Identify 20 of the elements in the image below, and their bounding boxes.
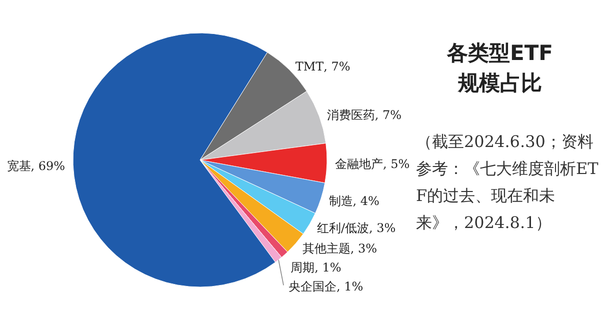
data-label: , 1% [336,279,364,294]
slice-label: 宽基 [6,159,31,174]
slice-label: 制造 [328,194,353,208]
data-label: , 1% [314,260,342,274]
text: 各类型ETF规模占比 [446,40,554,97]
data-label: , 7% [324,59,350,74]
slice-label: 消费医药 [326,108,375,122]
data-label: , 3% [350,241,378,256]
data-label: , 7% [374,108,402,122]
slice-label: 其他主题 [302,241,350,256]
slice-label: 央企国企 [288,279,337,294]
data-label: , 4% [352,194,380,208]
text: （截至2024.6.30；资料参考：《七大维度剖析ETF的过去、现在和未来》，2024.8.1） [416,131,600,234]
slice-label: 周期 [290,260,315,274]
data-label: , 69% [30,159,66,174]
slice-label: 红利/低波 [316,220,369,235]
data-label: , 5% [382,157,410,172]
data-label: , 3% [368,220,396,235]
slice-label: TMT [295,59,324,74]
slice-label: 金融地产 [334,157,383,172]
